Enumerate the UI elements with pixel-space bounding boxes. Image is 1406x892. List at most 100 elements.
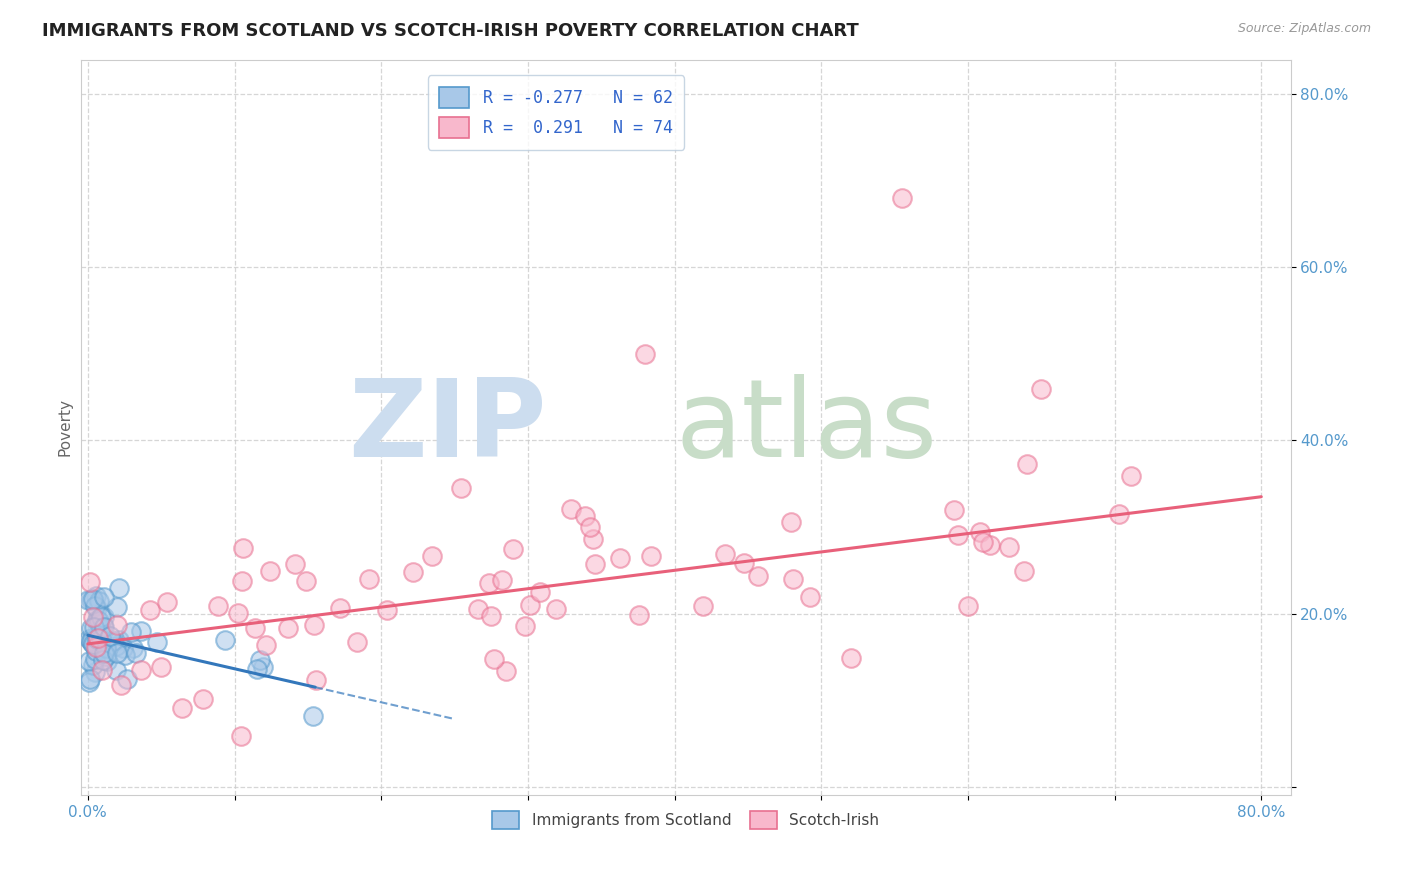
Point	[491, 573, 513, 587]
Point	[79, 575, 101, 590]
Point	[93, 620, 115, 634]
Point	[979, 538, 1001, 552]
Point	[129, 624, 152, 638]
Point	[107, 618, 129, 632]
Point	[84, 652, 107, 666]
Point	[108, 632, 131, 647]
Point	[90, 610, 112, 624]
Point	[77, 593, 100, 607]
Point	[943, 503, 966, 517]
Point	[799, 590, 821, 604]
Point	[579, 519, 602, 533]
Point	[84, 589, 107, 603]
Point	[1012, 564, 1035, 578]
Point	[502, 542, 524, 557]
Point	[94, 648, 117, 663]
Point	[80, 632, 103, 646]
Point	[450, 481, 472, 495]
Point	[91, 619, 114, 633]
Point	[120, 624, 142, 639]
Point	[583, 557, 606, 571]
Point	[1031, 382, 1053, 396]
Point	[94, 640, 117, 654]
Point	[104, 639, 127, 653]
Point	[77, 674, 100, 689]
Point	[82, 592, 104, 607]
Point	[79, 592, 101, 607]
Point	[582, 533, 605, 547]
Point	[96, 654, 118, 668]
Point	[149, 659, 172, 673]
Point	[82, 658, 104, 673]
Point	[86, 631, 108, 645]
Point	[139, 602, 162, 616]
Point	[747, 569, 769, 583]
Point	[482, 652, 505, 666]
Point	[90, 632, 112, 647]
Point	[714, 548, 737, 562]
Point	[87, 594, 110, 608]
Point	[357, 572, 380, 586]
Point	[90, 621, 112, 635]
Point	[733, 556, 755, 570]
Point	[80, 636, 103, 650]
Point	[329, 601, 352, 615]
Point	[93, 653, 115, 667]
Point	[84, 637, 107, 651]
Point	[640, 549, 662, 563]
Point	[105, 600, 128, 615]
Point	[114, 648, 136, 662]
Point	[117, 672, 139, 686]
Point	[560, 502, 582, 516]
Point	[997, 540, 1019, 554]
Point	[125, 646, 148, 660]
Point	[83, 665, 105, 679]
Point	[529, 585, 551, 599]
Point	[972, 535, 994, 549]
Point	[402, 565, 425, 579]
Point	[156, 595, 179, 609]
Point	[495, 665, 517, 679]
Point	[890, 191, 912, 205]
Point	[519, 598, 541, 612]
Point	[956, 599, 979, 613]
Point	[86, 601, 108, 615]
Point	[226, 606, 249, 620]
Point	[79, 633, 101, 648]
Point	[108, 581, 131, 595]
Point	[231, 730, 253, 744]
Text: Source: ZipAtlas.com: Source: ZipAtlas.com	[1237, 22, 1371, 36]
Point	[377, 603, 399, 617]
Point	[692, 599, 714, 614]
Point	[302, 708, 325, 723]
Point	[129, 663, 152, 677]
Point	[105, 663, 128, 677]
Point	[420, 549, 443, 563]
Point	[79, 672, 101, 686]
Point	[1017, 457, 1039, 471]
Point	[86, 615, 108, 629]
Point	[193, 692, 215, 706]
Point	[254, 638, 277, 652]
Point	[146, 634, 169, 648]
Point	[627, 608, 650, 623]
Point	[93, 590, 115, 604]
Point	[232, 541, 254, 556]
Y-axis label: Poverty: Poverty	[58, 399, 72, 457]
Point	[246, 662, 269, 676]
Point	[478, 575, 501, 590]
Point	[77, 632, 100, 646]
Point	[86, 613, 108, 627]
Point	[84, 599, 107, 613]
Point	[90, 640, 112, 655]
Point	[77, 654, 100, 668]
Point	[284, 557, 307, 571]
Point	[84, 640, 107, 655]
Point	[107, 646, 129, 660]
Point	[84, 644, 107, 658]
Point	[302, 617, 325, 632]
Point	[946, 528, 969, 542]
Text: IMMIGRANTS FROM SCOTLAND VS SCOTCH-IRISH POVERTY CORRELATION CHART: IMMIGRANTS FROM SCOTLAND VS SCOTCH-IRISH…	[42, 22, 859, 40]
Point	[609, 551, 631, 566]
Point	[249, 653, 271, 667]
